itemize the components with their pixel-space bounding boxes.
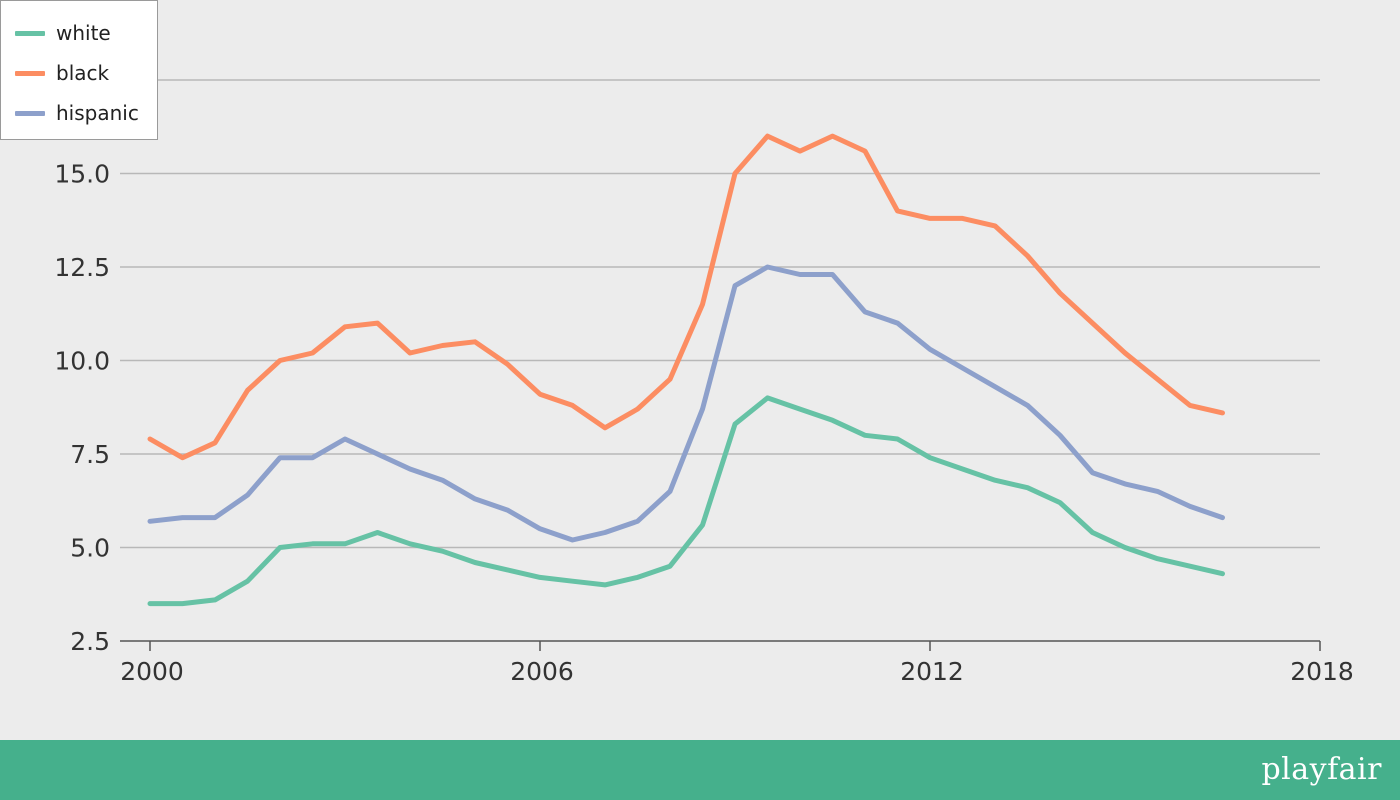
x-tick-label: 2000 [120, 657, 184, 686]
y-tick-label: 2.5 [70, 627, 110, 656]
series-line-black [147, 133, 1225, 461]
series-lines [147, 133, 1225, 607]
legend-swatch-hispanic [15, 110, 45, 116]
legend-label-black: black [56, 61, 110, 85]
legend: white black hispanic [0, 0, 158, 140]
legend-item-black: black [15, 59, 109, 87]
y-tick-label: 15.0 [54, 160, 110, 189]
x-tick-label: 2018 [1290, 657, 1354, 686]
y-tick-label: 5.0 [70, 534, 110, 563]
footer-bar: playfair [0, 740, 1400, 800]
x-tick-label: 2006 [510, 657, 574, 686]
y-tick-label: 7.5 [70, 440, 110, 469]
y-tick-label: 10.0 [54, 347, 110, 376]
brand-logo: playfair [1261, 752, 1382, 787]
legend-swatch-white [15, 30, 45, 36]
legend-item-hispanic: hispanic [15, 99, 139, 127]
legend-label-hispanic: hispanic [56, 101, 139, 125]
line-chart: 2.5 5.0 7.5 10.0 12.5 15.0 2000 2006 2012 2018 [54, 79, 1354, 687]
legend-label-white: white [56, 21, 111, 45]
series-line-white [147, 395, 1225, 607]
legend-swatch-black [15, 70, 45, 76]
legend-item-white: white [15, 19, 111, 47]
axes: 2.5 5.0 7.5 10.0 12.5 15.0 2000 2006 2012 2018 [54, 160, 1353, 687]
series-line-hispanic [147, 264, 1225, 543]
y-tick-label: 12.5 [54, 253, 110, 282]
x-tick-label: 2012 [900, 657, 964, 686]
